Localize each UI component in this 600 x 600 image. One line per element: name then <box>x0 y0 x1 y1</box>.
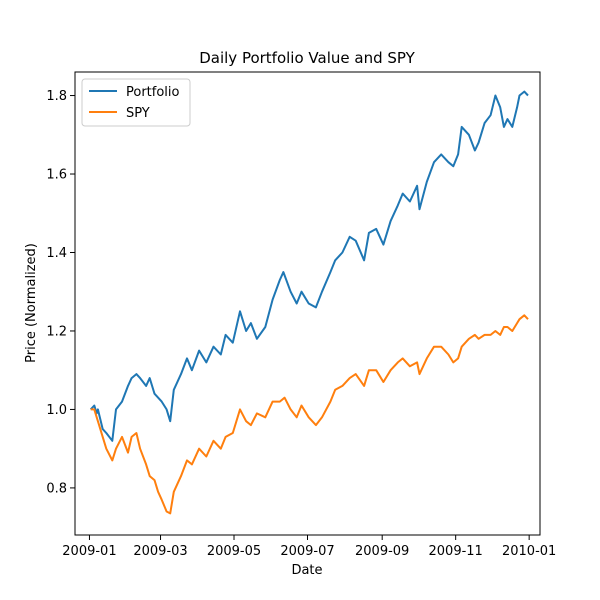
legend-label-portfolio: Portfolio <box>126 85 180 100</box>
y-tick-label: 1.6 <box>46 168 67 183</box>
y-axis-label: Price (Normalized) <box>24 243 39 363</box>
x-axis: 2009-01 2009-03 2009-05 2009-07 2009-09 2009-… <box>62 535 556 559</box>
x-tick-label: 2010-01 <box>502 544 556 559</box>
legend-label-spy: SPY <box>126 106 150 121</box>
x-tick-label: 2009-05 <box>207 544 261 559</box>
series-line-portfolio <box>89 90 529 442</box>
x-tick-label: 2009-01 <box>62 544 116 559</box>
plot-frame <box>74 71 541 536</box>
plot-area <box>74 71 541 536</box>
x-axis-label: Date <box>291 563 322 578</box>
x-tick-label: 2009-03 <box>133 544 187 559</box>
legend: Portfolio SPY <box>81 78 191 127</box>
x-tick-label: 2009-09 <box>355 544 409 559</box>
y-tick-label: 1.0 <box>46 403 67 418</box>
y-tick-label: 0.8 <box>46 481 67 496</box>
y-tick-label: 1.8 <box>46 89 67 104</box>
y-tick-label: 1.2 <box>46 324 67 339</box>
y-axis: 0.8 1.0 1.2 1.4 1.6 1.8 <box>46 89 75 496</box>
y-tick-label: 1.4 <box>46 246 67 261</box>
x-tick-label: 2009-11 <box>429 544 483 559</box>
chart-title: Daily Portfolio Value and SPY <box>199 49 415 67</box>
series-line-spy <box>90 314 529 515</box>
x-tick-label: 2009-07 <box>280 544 334 559</box>
